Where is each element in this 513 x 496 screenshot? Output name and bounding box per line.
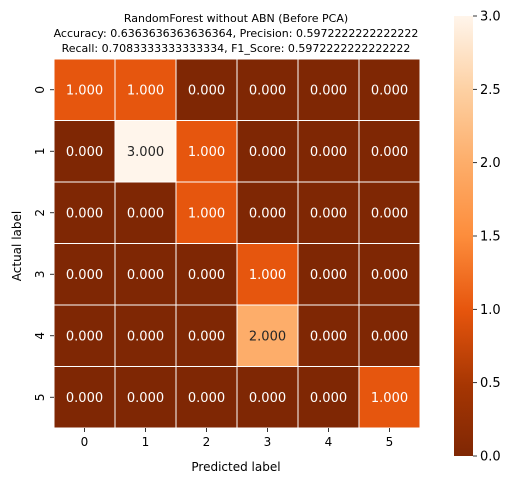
y-tick-label: 5 [33, 393, 47, 401]
cell-label: 1.000 [249, 268, 286, 283]
cell-label: 1.000 [188, 206, 225, 221]
cell-label: 0.000 [249, 391, 286, 406]
x-tick-label: 2 [203, 435, 211, 449]
chart-title: RandomForest without ABN (Before PCA) Ac… [54, 12, 419, 55]
colorbar-tick-label: 1.0 [480, 303, 501, 318]
heatmap-cell [114, 120, 177, 183]
heatmap-cell [236, 120, 299, 183]
title-line-3: Recall: 0.7083333333333334, F1_Score: 0.… [62, 42, 411, 55]
heatmap-cell [358, 120, 421, 183]
heatmap-cell [297, 304, 360, 367]
colorbar [454, 16, 473, 456]
cell-label: 0.000 [310, 391, 347, 406]
cell-label: 0.000 [127, 206, 164, 221]
heatmap-cell [236, 304, 299, 367]
cell-label: 1.000 [371, 391, 408, 406]
x-axis-label: Predicted label [191, 460, 280, 474]
cell-label: 0.000 [66, 268, 103, 283]
cell-label: 0.000 [310, 329, 347, 344]
colorbar-tick-label: 3.0 [480, 10, 501, 25]
heatmap-cell [236, 181, 299, 244]
cell-label: 0.000 [66, 206, 103, 221]
x-axis-ticks: 0 1 2 3 4 5 [81, 428, 394, 449]
heatmap-cell [358, 181, 421, 244]
heatmap-cell [53, 304, 116, 367]
colorbar-tick-label: 1.5 [480, 230, 501, 245]
heatmap-cell [53, 58, 116, 121]
cell-label: 3.000 [127, 145, 164, 160]
heatmap-cell [358, 366, 421, 429]
cell-label: 0.000 [188, 329, 225, 344]
heatmap-cell [175, 58, 238, 121]
colorbar-tick-label: 2.0 [480, 156, 501, 171]
title-line-2: Accuracy: 0.6363636363636364, Precision:… [54, 27, 419, 40]
heatmap-cell [297, 243, 360, 306]
cell-label: 0.000 [66, 329, 103, 344]
cell-label: 0.000 [188, 391, 225, 406]
heatmap-cells [53, 58, 421, 429]
colorbar-tick-label: 2.5 [480, 83, 501, 98]
heatmap-cell-labels: 1.000 1.000 0.000 0.000 0.000 0.000 0.000 3.000… [66, 83, 408, 406]
cell-label: 0.000 [66, 145, 103, 160]
cell-label: 0.000 [66, 391, 103, 406]
heatmap-cell [114, 58, 177, 121]
y-axis-ticks: 0 1 2 3 4 5 [33, 86, 54, 401]
x-tick-label: 3 [264, 435, 272, 449]
y-axis-label: Actual label [10, 211, 24, 281]
x-tick-label: 0 [81, 435, 89, 449]
colorbar-tick-label: 0.5 [480, 376, 501, 391]
heatmap-cell [175, 304, 238, 367]
heatmap-cell [297, 181, 360, 244]
heatmap-cell [236, 243, 299, 306]
cell-label: 1.000 [188, 145, 225, 160]
cell-label: 0.000 [249, 83, 286, 98]
cell-label: 0.000 [310, 268, 347, 283]
cell-label: 1.000 [127, 83, 164, 98]
heatmap-cell [53, 366, 116, 429]
cell-label: 0.000 [188, 268, 225, 283]
cell-label: 1.000 [66, 83, 103, 98]
cell-label: 0.000 [127, 391, 164, 406]
cell-label: 2.000 [249, 329, 286, 344]
cell-label: 0.000 [371, 268, 408, 283]
cell-label: 0.000 [249, 145, 286, 160]
cell-label: 0.000 [188, 83, 225, 98]
title-line-1: RandomForest without ABN (Before PCA) [124, 12, 348, 25]
cell-label: 0.000 [127, 329, 164, 344]
cell-label: 0.000 [310, 83, 347, 98]
x-tick-label: 4 [325, 435, 333, 449]
y-tick-label: 0 [33, 86, 47, 94]
heatmap-cell [358, 58, 421, 121]
heatmap-cell [358, 243, 421, 306]
heatmap-cell [175, 243, 238, 306]
cell-label: 0.000 [371, 145, 408, 160]
cell-label: 0.000 [249, 206, 286, 221]
cell-label: 0.000 [371, 83, 408, 98]
cell-label: 0.000 [371, 206, 408, 221]
cell-label: 0.000 [127, 268, 164, 283]
cell-label: 0.000 [371, 329, 408, 344]
y-tick-label: 2 [33, 209, 47, 217]
y-tick-label: 3 [33, 270, 47, 278]
heatmap-cell [358, 304, 421, 367]
x-tick-label: 5 [386, 435, 394, 449]
colorbar-ticks: 0.0 0.5 1.0 1.5 2.0 2.5 3.0 [473, 10, 501, 465]
cell-label: 0.000 [310, 145, 347, 160]
heatmap-cell [114, 181, 177, 244]
x-tick-label: 1 [142, 435, 150, 449]
y-tick-label: 4 [33, 332, 47, 340]
heatmap-cell [114, 243, 177, 306]
colorbar-tick-label: 0.0 [480, 450, 501, 465]
cell-label: 0.000 [310, 206, 347, 221]
heatmap-cell [53, 243, 116, 306]
y-tick-label: 1 [33, 147, 47, 155]
